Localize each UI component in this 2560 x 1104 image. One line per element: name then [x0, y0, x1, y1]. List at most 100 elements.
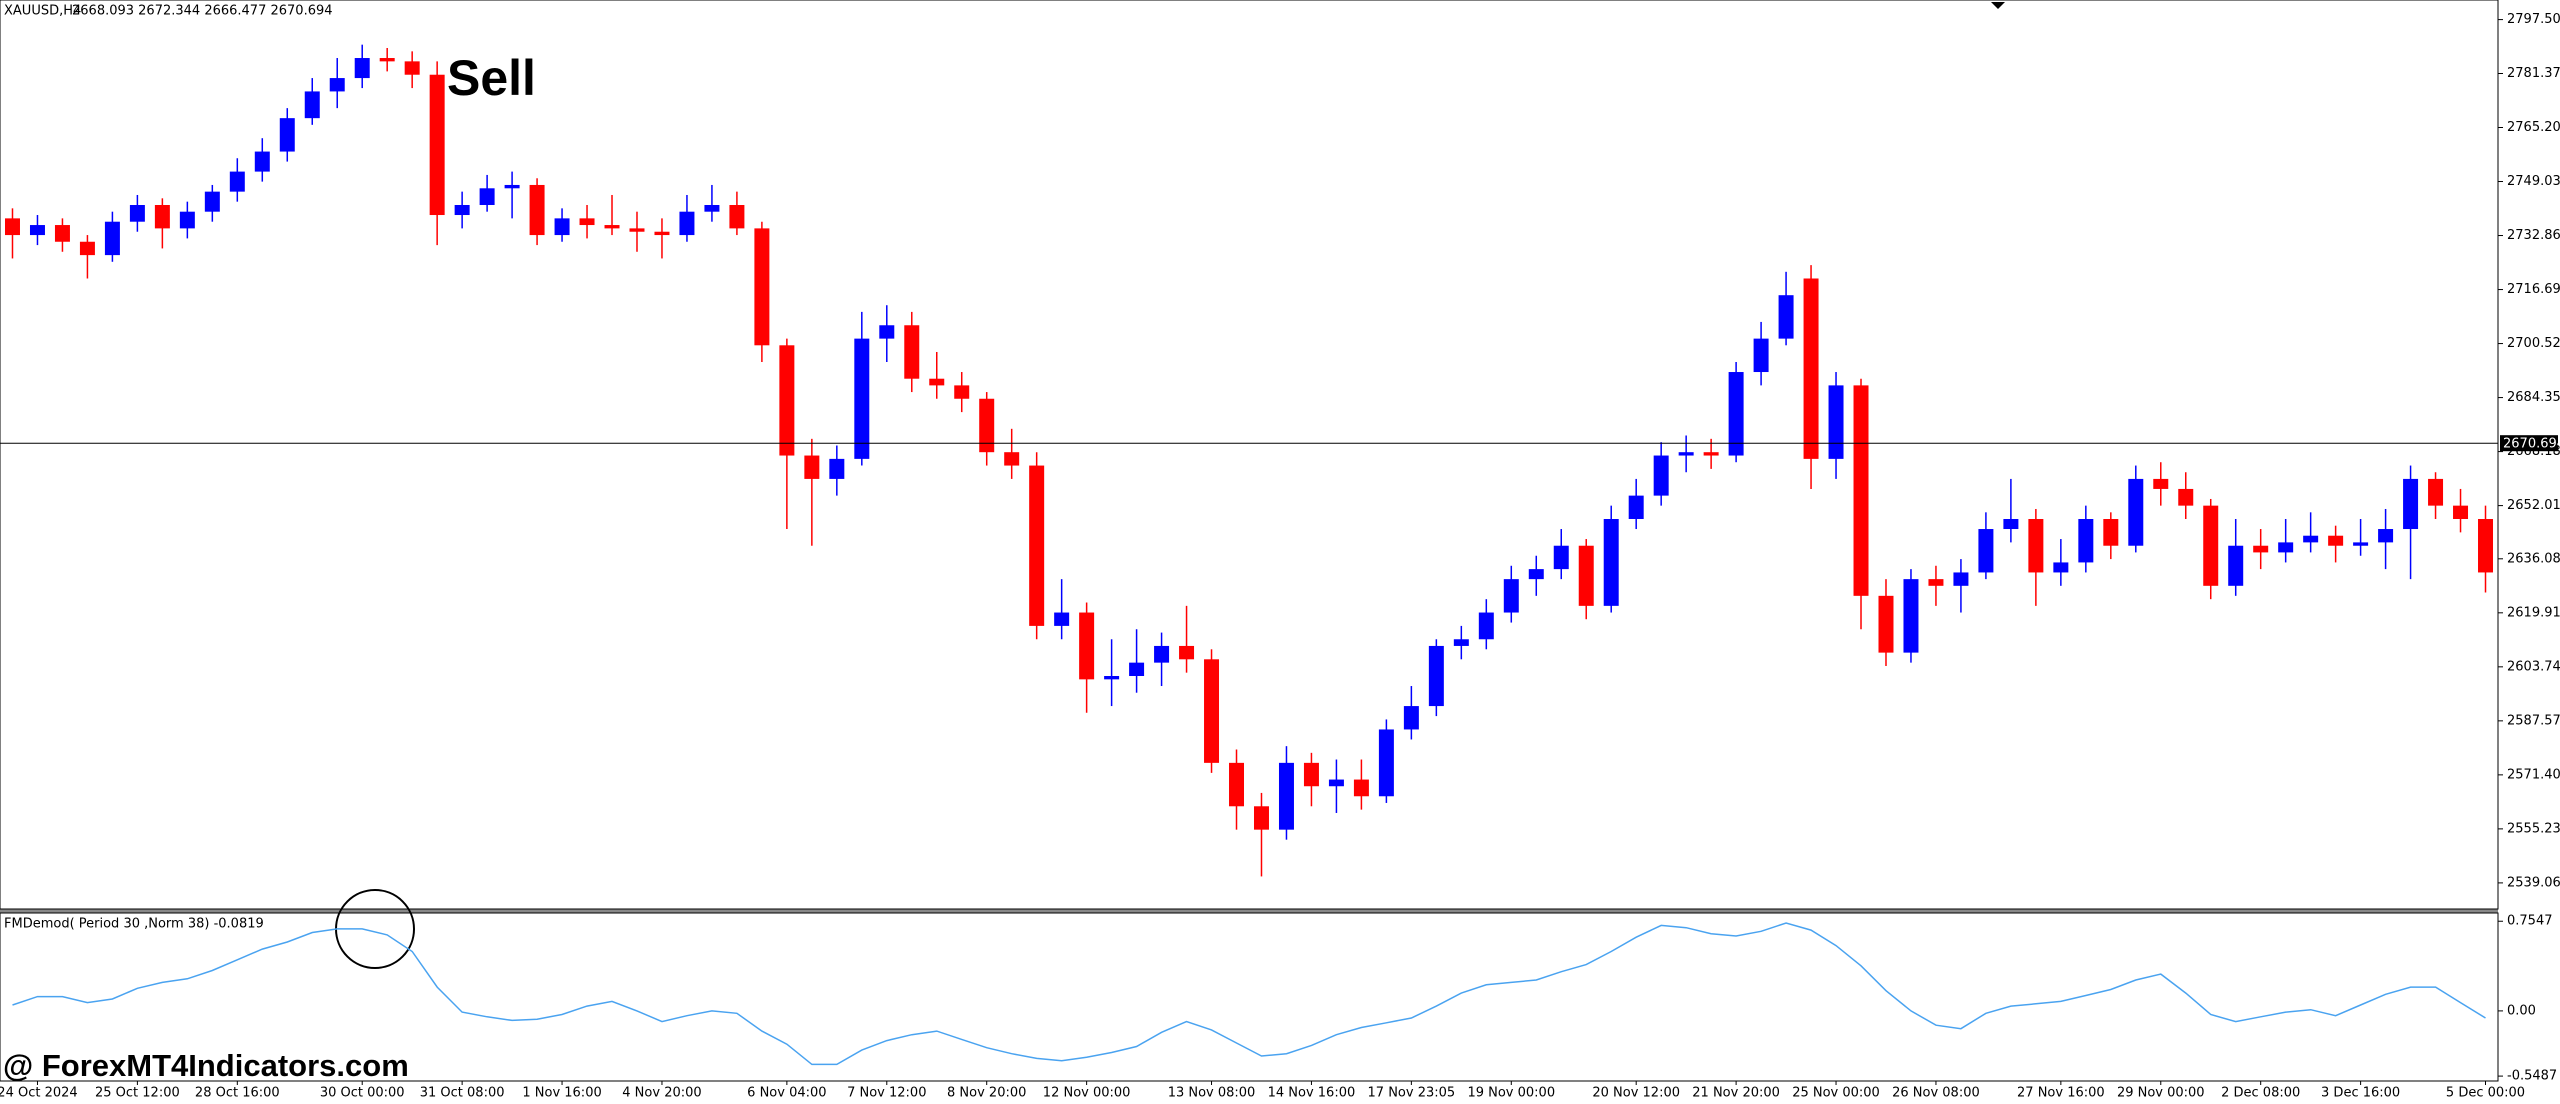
x-tick-label: 19 Nov 00:00 — [1467, 1086, 1555, 1101]
y-tick-label: 2603.745 — [2507, 659, 2560, 674]
shift-marker — [1991, 2, 2005, 9]
y-tick-label: 2781.370 — [2507, 66, 2560, 81]
candle-body — [2278, 542, 2294, 553]
candle-body — [1628, 495, 1644, 520]
header-ohlc: 2668.093 2672.344 2666.477 2670.694 — [72, 4, 333, 19]
candle-body — [529, 184, 545, 236]
main-panel-frame — [0, 0, 2499, 910]
y-tick-label: 2732.860 — [2507, 228, 2560, 243]
candle-body — [1778, 295, 1794, 339]
y-tick-label: -0.5487 — [2507, 1069, 2557, 1084]
candle-body — [1503, 579, 1519, 613]
y-tick-label: 2555.235 — [2507, 821, 2560, 836]
y-tick-label: 2539.065 — [2507, 875, 2560, 890]
candle-body — [554, 218, 570, 236]
y-tick-label: 2636.085 — [2507, 551, 2560, 566]
candle-body — [729, 205, 745, 229]
candle-body — [1303, 762, 1319, 787]
x-tick-label: 27 Nov 16:00 — [2017, 1086, 2105, 1101]
candle-body — [1528, 569, 1544, 580]
candle-body — [2228, 545, 2244, 586]
candle-body — [254, 151, 270, 172]
candle-body — [2453, 505, 2469, 520]
candle-body — [2353, 542, 2369, 546]
candle-body — [429, 74, 445, 216]
watermark: @ ForexMT4Indicators.com — [3, 1048, 409, 1083]
x-tick-label: 24 Oct 2024 — [0, 1086, 78, 1101]
candle-body — [354, 58, 370, 79]
candle-body — [1678, 452, 1694, 456]
candle-body — [54, 225, 70, 242]
candle-body — [2053, 562, 2069, 573]
x-tick-label: 7 Nov 12:00 — [847, 1086, 926, 1101]
candle-body — [1453, 639, 1469, 646]
candle-body — [2428, 478, 2444, 506]
y-tick-label: 2684.350 — [2507, 390, 2560, 405]
x-tick-label: 30 Oct 00:00 — [320, 1086, 405, 1101]
candle-body — [204, 191, 220, 212]
candle-body — [1428, 645, 1444, 707]
candle-body — [104, 221, 120, 256]
candle-body — [1104, 676, 1120, 680]
candle-body — [154, 205, 170, 229]
x-tick-label: 21 Nov 20:00 — [1692, 1086, 1780, 1101]
candle-body — [604, 225, 620, 229]
candle-body — [1253, 806, 1269, 830]
x-tick-label: 29 Nov 00:00 — [2117, 1086, 2205, 1101]
candle-body — [179, 211, 195, 229]
x-tick-label: 26 Nov 08:00 — [1892, 1086, 1980, 1101]
candle-body — [1229, 762, 1245, 807]
x-tick-label: 12 Nov 00:00 — [1043, 1086, 1131, 1101]
candle-body — [2203, 505, 2219, 586]
candle-body — [1878, 595, 1894, 653]
candle-body — [1828, 385, 1844, 459]
candle-body — [504, 184, 520, 189]
candle-body — [404, 61, 420, 75]
x-tick-label: 4 Nov 20:00 — [622, 1086, 701, 1101]
candle-body — [1953, 572, 1969, 586]
candle-body — [1803, 278, 1819, 459]
candle-body — [754, 228, 770, 346]
x-tick-label: 2 Dec 08:00 — [2221, 1086, 2300, 1101]
candle-body — [29, 225, 45, 236]
candle-body — [1703, 452, 1719, 456]
candle-body — [379, 58, 395, 62]
candle-body — [1054, 612, 1070, 626]
candle-body — [1978, 529, 1994, 573]
candle-body — [1728, 372, 1744, 456]
current-price-box — [2500, 435, 2558, 452]
x-tick-label: 6 Nov 04:00 — [747, 1086, 826, 1101]
x-tick-label: 28 Oct 16:00 — [195, 1086, 280, 1101]
candle-body — [1753, 338, 1769, 373]
candle-body — [2178, 488, 2194, 506]
candle-body — [2028, 519, 2044, 573]
y-tick-label: 2587.575 — [2507, 713, 2560, 728]
candle-body — [329, 78, 345, 92]
candle-body — [279, 118, 295, 152]
candle-body — [229, 171, 245, 192]
candle-body — [954, 385, 970, 399]
x-tick-label: 17 Nov 23:05 — [1368, 1086, 1456, 1101]
y-tick-label: 2700.520 — [2507, 336, 2560, 351]
y-tick-label: 0.00 — [2507, 1003, 2536, 1018]
y-tick-label: 2765.200 — [2507, 120, 2560, 135]
y-tick-label: 2716.690 — [2507, 282, 2560, 297]
y-tick-label: 2619.915 — [2507, 605, 2560, 620]
candle-body — [2478, 519, 2494, 573]
candle-body — [1553, 545, 1569, 570]
candle-body — [1578, 545, 1594, 606]
candle-body — [1154, 645, 1170, 663]
candle-body — [579, 218, 595, 226]
y-tick-label: 2652.010 — [2507, 498, 2560, 513]
candle-body — [2403, 478, 2419, 530]
indicator-title: FMDemod( Period 30 ,Norm 38) -0.0819 — [4, 917, 264, 932]
candle-body — [79, 241, 95, 256]
candle-body — [2153, 478, 2169, 489]
candle-body — [1903, 579, 1919, 653]
candle-body — [704, 205, 720, 212]
x-tick-label: 8 Nov 20:00 — [947, 1086, 1026, 1101]
candle-body — [2328, 535, 2344, 546]
y-tick-label: 0.7547 — [2507, 914, 2553, 929]
